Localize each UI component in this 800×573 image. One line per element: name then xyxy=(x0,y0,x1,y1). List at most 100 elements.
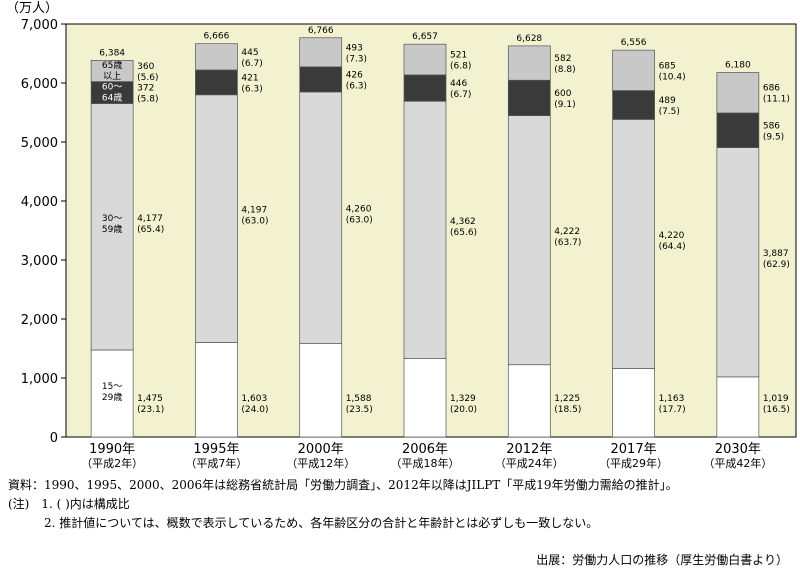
value-label: 1,225 xyxy=(554,394,580,404)
bar-segment xyxy=(90,59,134,82)
value-label: 446 xyxy=(450,79,467,89)
share-label: (6.7) xyxy=(241,59,262,69)
x-tick-label: 2030年 xyxy=(715,442,761,457)
total-label: 6,180 xyxy=(725,60,751,70)
y-tick-label: 4,000 xyxy=(21,195,58,210)
x-tick-sublabel: （平成12年） xyxy=(286,456,355,470)
bar-segment xyxy=(507,115,551,366)
bar-segment xyxy=(507,45,551,81)
share-label: (63.0) xyxy=(346,216,373,226)
bar-segment xyxy=(612,368,655,438)
total-label: 6,657 xyxy=(412,32,438,42)
value-label: 445 xyxy=(241,48,258,58)
value-label: 600 xyxy=(554,89,571,99)
x-tick-sublabel: （平成29年） xyxy=(599,456,668,470)
bar-segment xyxy=(90,103,134,351)
x-tick-sublabel: （平成42年） xyxy=(703,456,772,470)
bar-segment xyxy=(299,66,343,93)
share-label: (23.5) xyxy=(346,405,373,415)
bar-segment xyxy=(507,79,551,116)
y-tick-label: 6,000 xyxy=(21,77,58,92)
bar-segment xyxy=(195,94,238,343)
series-name-label: 30～ 59歳 xyxy=(102,214,122,235)
value-label: 4,197 xyxy=(241,206,267,216)
bar-segment xyxy=(716,72,760,114)
bar-segment xyxy=(403,100,447,359)
value-label: 426 xyxy=(346,70,363,80)
value-label: 4,177 xyxy=(137,214,163,224)
value-label: 586 xyxy=(763,121,780,131)
share-label: (17.7) xyxy=(659,405,686,415)
share-label: (20.0) xyxy=(450,405,477,415)
bar-segment xyxy=(195,69,238,96)
value-label: 4,362 xyxy=(450,217,476,227)
value-label: 685 xyxy=(659,61,676,71)
y-tick-label: 0 xyxy=(50,431,58,446)
bar-segment xyxy=(403,74,447,102)
share-label: (5.6) xyxy=(137,73,158,83)
share-label: (24.0) xyxy=(241,405,268,415)
value-label: 372 xyxy=(137,84,154,94)
bar-segment xyxy=(612,119,655,369)
total-label: 6,556 xyxy=(621,38,647,48)
total-label: 6,384 xyxy=(99,48,125,58)
share-label: (7.3) xyxy=(346,54,367,64)
value-label: 4,260 xyxy=(346,205,372,215)
value-label: 360 xyxy=(137,62,154,72)
y-tick-label: 2,000 xyxy=(21,313,58,328)
share-label: (65.4) xyxy=(137,225,164,235)
bar-segment xyxy=(507,364,551,438)
share-label: (8.8) xyxy=(554,65,575,75)
value-label: 1,588 xyxy=(346,394,372,404)
bar-segment xyxy=(716,147,760,378)
chart-notes: 資料：1990、1995、2000、2006年は総務省統計局「労働力調査」、20… xyxy=(8,476,788,533)
share-label: (63.7) xyxy=(554,238,581,248)
value-label: 421 xyxy=(241,73,258,83)
unit-label: （万人） xyxy=(6,1,58,16)
bar-segment xyxy=(716,112,760,148)
value-label: 1,163 xyxy=(659,394,685,404)
share-label: (6.3) xyxy=(346,81,367,91)
x-tick-sublabel: （平成7年） xyxy=(185,456,247,470)
bar-segment xyxy=(299,91,343,344)
x-tick-label: 2000年 xyxy=(298,442,344,457)
value-label: 686 xyxy=(763,84,780,94)
x-tick-sublabel: （平成24年） xyxy=(495,456,564,470)
bar-segment xyxy=(195,342,238,438)
value-label: 4,220 xyxy=(659,231,685,241)
share-label: (10.4) xyxy=(659,72,686,82)
value-label: 3,887 xyxy=(763,249,789,259)
x-tick-label: 2012年 xyxy=(506,442,552,457)
share-label: (64.4) xyxy=(659,242,686,252)
share-label: (11.1) xyxy=(763,95,790,105)
share-label: (7.5) xyxy=(659,107,680,117)
x-tick-label: 1990年 xyxy=(89,442,135,457)
bar-segment xyxy=(195,43,238,71)
bar-segment xyxy=(90,349,134,438)
series-name-label: 15～ 29歳 xyxy=(102,382,122,403)
bar-segment xyxy=(716,376,760,438)
y-tick-label: 5,000 xyxy=(21,136,58,151)
total-label: 6,766 xyxy=(308,26,334,36)
y-tick-label: 1,000 xyxy=(21,372,58,387)
bar-segment xyxy=(612,90,655,120)
value-label: 1,475 xyxy=(137,394,163,404)
share-label: (16.5) xyxy=(763,405,790,415)
value-label: 582 xyxy=(554,54,571,64)
x-tick-label: 2017年 xyxy=(611,442,657,457)
note-line-2: 2. 推計値については、概数で表示しているため、各年齢区分の合計と年齢計とは必ず… xyxy=(8,516,599,530)
x-tick-sublabel: （平成18年） xyxy=(391,456,460,470)
value-label: 1,329 xyxy=(450,394,476,404)
value-label: 1,603 xyxy=(241,394,267,404)
bar-segment xyxy=(299,342,343,438)
bar-segment xyxy=(299,37,343,68)
share-label: (63.0) xyxy=(241,217,268,227)
bar-segment xyxy=(612,49,655,91)
note-line-1: (注) 1. ( )内は構成比 xyxy=(8,497,130,511)
labor-force-chart: （万人） 0 1,000 2,000 3,000 4,000 5,000 6,000 7,000… xyxy=(6,1,797,470)
share-label: (6.7) xyxy=(450,90,471,100)
y-tick-label: 7,000 xyxy=(21,18,58,33)
series-name-label: 60～ 64歳 xyxy=(102,83,122,104)
total-label: 6,628 xyxy=(516,34,542,44)
share-label: (6.8) xyxy=(450,62,471,72)
